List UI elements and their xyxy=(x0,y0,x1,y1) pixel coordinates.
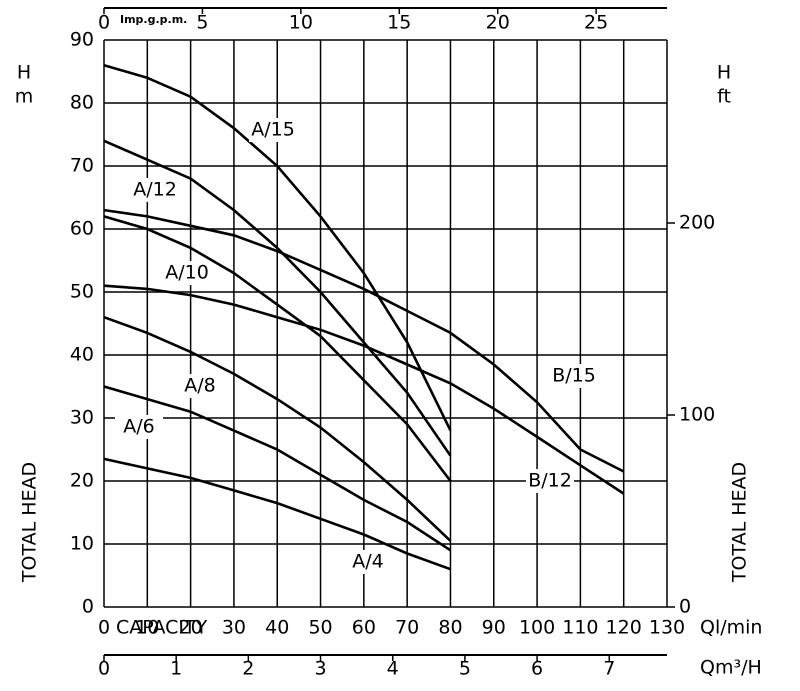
x3-label: Qm³/H xyxy=(700,657,762,679)
curve-label: A/6 xyxy=(123,416,155,438)
curve-label-bg xyxy=(163,261,211,285)
x-tick-label: 100 xyxy=(519,617,555,639)
y-tick-label: 70 xyxy=(70,155,94,177)
x-tick-label: 60 xyxy=(352,617,376,639)
x-tick-label: 130 xyxy=(649,617,685,639)
x-label: Ql/min xyxy=(700,617,762,639)
curve-label-bg xyxy=(115,415,163,439)
curve-label-bg xyxy=(131,178,179,202)
y2-label: H xyxy=(717,62,731,84)
x2-tick-label: 5 xyxy=(196,12,208,34)
x3-tick-label: 1 xyxy=(170,658,182,680)
x-tick-label: 0 xyxy=(98,617,110,639)
y-tick-label: 10 xyxy=(70,533,94,555)
curve xyxy=(103,63,452,432)
y2-tick-label: 0 xyxy=(679,596,691,618)
capacity-label: CAPACITY xyxy=(116,617,208,639)
y-tick-label: 0 xyxy=(82,596,94,618)
x-tick-label: 30 xyxy=(222,617,246,639)
x3-tick-label: 3 xyxy=(314,658,326,680)
x-tick-label: 90 xyxy=(482,617,506,639)
x2-tick-label: 10 xyxy=(289,12,313,34)
curve-label-bg xyxy=(176,374,224,398)
curve-label-bg xyxy=(344,550,392,574)
curve xyxy=(103,315,452,542)
x2-tick-label: 20 xyxy=(486,12,510,34)
x-tick-label: 20 xyxy=(179,617,203,639)
curve xyxy=(103,208,625,473)
x-tick-label: 110 xyxy=(562,617,598,639)
x-tick-label: 50 xyxy=(308,617,332,639)
y-tick-label: 90 xyxy=(70,29,94,51)
y-label: H xyxy=(17,62,31,84)
side-label: TOTAL HEAD xyxy=(19,462,41,583)
curve-label: A/10 xyxy=(165,262,209,284)
x-tick-label: 70 xyxy=(395,617,419,639)
x3-tick-label: 4 xyxy=(387,658,399,680)
curve-label-bg xyxy=(550,364,598,388)
curve-label-bg xyxy=(526,469,574,493)
curve-label: A/8 xyxy=(184,375,216,397)
y2-tick-label: 200 xyxy=(679,211,715,233)
curve-label-bg xyxy=(249,118,297,142)
curve xyxy=(103,385,452,552)
y-tick-label: 30 xyxy=(70,407,94,429)
curve xyxy=(103,215,452,482)
curve-label: A/15 xyxy=(251,119,295,141)
x-tick-label: 120 xyxy=(606,617,642,639)
curve-label: A/12 xyxy=(133,179,177,201)
x3-tick-label: 0 xyxy=(98,658,110,680)
y-tick-label: 80 xyxy=(70,92,94,114)
x2-tick-label: 15 xyxy=(387,12,411,34)
x3-tick-label: 2 xyxy=(242,658,254,680)
curve-label: B/12 xyxy=(528,470,572,492)
x2-label: Imp.g.p.m. xyxy=(120,13,187,26)
curve xyxy=(103,457,451,571)
x2-tick-label: 25 xyxy=(584,12,608,34)
curve-label: B/15 xyxy=(552,365,596,387)
x-tick-label: 10 xyxy=(135,617,159,639)
x3-tick-label: 5 xyxy=(459,658,471,680)
y-tick-label: 40 xyxy=(70,344,94,366)
curve xyxy=(103,284,625,495)
x2-tick-label: 0 xyxy=(98,12,110,34)
y2-tick-label: 100 xyxy=(679,403,715,425)
y-tick-label: 20 xyxy=(70,470,94,492)
x3-tick-label: 7 xyxy=(603,658,615,680)
y-tick-label: 50 xyxy=(70,281,94,303)
curve-label: A/4 xyxy=(352,551,384,573)
x-tick-label: 40 xyxy=(265,617,289,639)
y-tick-label: 60 xyxy=(70,218,94,240)
x3-tick-label: 6 xyxy=(531,658,543,680)
x-tick-label: 80 xyxy=(438,617,462,639)
y2-unit: ft xyxy=(717,86,731,108)
y-unit: m xyxy=(15,86,34,108)
side-label: TOTAL HEAD xyxy=(729,462,751,583)
curve xyxy=(103,139,452,457)
